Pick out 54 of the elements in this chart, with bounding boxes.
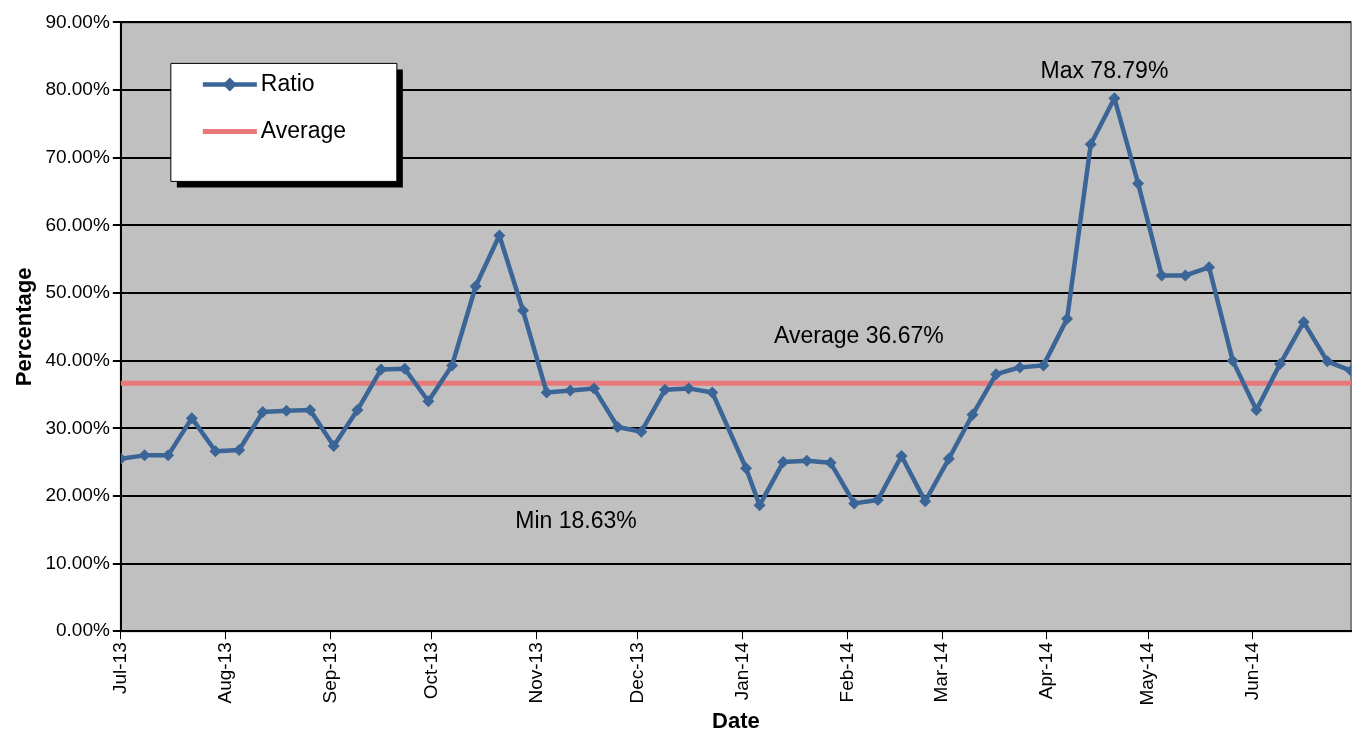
point <box>942 452 955 465</box>
point <box>351 404 364 417</box>
point <box>848 497 861 510</box>
point <box>1321 355 1334 368</box>
point <box>919 495 932 508</box>
x-tick-label: Feb-14 <box>835 641 857 703</box>
x-tick-label: May-14 <box>1136 641 1158 706</box>
point <box>327 439 340 452</box>
x-tick-label: Mar-14 <box>930 641 952 703</box>
point <box>611 420 624 433</box>
legend-label: Ratio <box>260 69 315 96</box>
point <box>895 450 908 463</box>
y-tick-label: 30.00% <box>45 416 110 438</box>
x-tick-label: Jul-13 <box>109 642 131 694</box>
point <box>753 499 766 512</box>
point <box>517 304 530 317</box>
annotation: Min 18.63% <box>515 506 637 533</box>
x-tick-label: Apr-14 <box>1035 641 1057 700</box>
legend-label: Average <box>260 116 347 143</box>
point <box>658 383 671 396</box>
point <box>1203 261 1216 274</box>
point <box>990 368 1003 381</box>
y-tick-label: 0.00% <box>55 619 110 641</box>
y-axis-title: Percentage <box>11 267 37 387</box>
point <box>1250 404 1263 417</box>
x-tick-label: Jan-14 <box>730 641 752 701</box>
y-tick-label: 80.00% <box>45 78 110 100</box>
x-tick-label: Jun-14 <box>1241 641 1263 701</box>
point <box>422 395 435 408</box>
point <box>635 425 648 438</box>
annotation: Average 36.67% <box>774 322 944 349</box>
x-tick-label: Aug-13 <box>213 642 235 704</box>
point <box>1226 354 1239 367</box>
point <box>740 462 753 475</box>
x-axis-title: Date <box>712 707 760 733</box>
x-tick-label: Dec-13 <box>626 642 648 704</box>
point <box>1297 316 1310 329</box>
annotation: Max 78.79% <box>1040 57 1169 84</box>
point <box>1132 177 1145 190</box>
y-tick-label: 10.00% <box>45 551 110 573</box>
y-tick-label: 90.00% <box>45 10 110 32</box>
x-tick-label: Sep-13 <box>318 642 340 704</box>
y-tick-label: 20.00% <box>45 484 110 506</box>
y-tick-label: 70.00% <box>45 145 110 167</box>
point <box>469 280 482 293</box>
point <box>185 412 198 425</box>
x-tick-label: Nov-13 <box>524 642 546 704</box>
x-tick-label: Oct-13 <box>419 642 441 700</box>
point <box>966 408 979 421</box>
y-tick-label: 60.00% <box>45 213 110 235</box>
y-tick-label: 40.00% <box>45 348 110 370</box>
point <box>1274 358 1287 371</box>
point <box>446 359 459 372</box>
y-tick-label: 50.00% <box>45 281 110 303</box>
